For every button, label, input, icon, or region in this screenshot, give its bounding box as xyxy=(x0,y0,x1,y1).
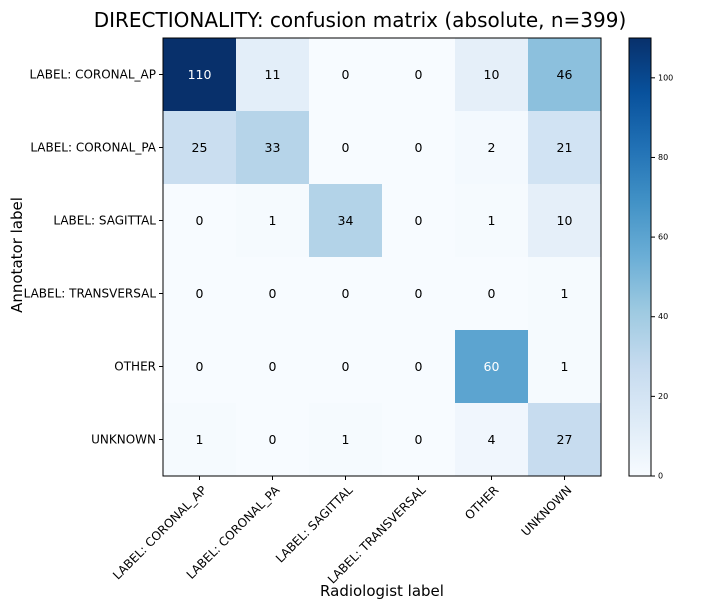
cell-value-label: 0 xyxy=(196,286,204,301)
colorbar-tick-label: 40 xyxy=(658,312,668,321)
y-tick-label: LABEL: CORONAL_PA xyxy=(30,141,156,155)
cell-value-label: 1 xyxy=(561,286,569,301)
colorbar-tick-label: 60 xyxy=(658,233,668,242)
y-tick-label: OTHER xyxy=(114,360,156,374)
heatmap-cell xyxy=(382,184,456,258)
heatmap-cell xyxy=(309,38,383,112)
cell-value-label: 25 xyxy=(192,140,208,155)
cell-value-label: 0 xyxy=(415,286,423,301)
cell-value-label: 0 xyxy=(269,286,277,301)
cell-value-label: 0 xyxy=(342,359,350,374)
y-tick-label: UNKNOWN xyxy=(91,433,156,447)
cell-value-label: 0 xyxy=(415,213,423,228)
heatmap-cell xyxy=(455,38,529,112)
heatmap-cell xyxy=(455,184,529,258)
heatmap-cell xyxy=(236,111,310,185)
heatmap-cell xyxy=(236,330,310,404)
heatmap-cell xyxy=(163,330,237,404)
cell-value-label: 27 xyxy=(557,432,573,447)
cell-value-label: 0 xyxy=(342,140,350,155)
cell-value-label: 33 xyxy=(265,140,281,155)
heatmap-cell xyxy=(309,184,383,258)
cell-value-label: 0 xyxy=(269,432,277,447)
heatmap-cell xyxy=(236,38,310,112)
cell-value-label: 0 xyxy=(196,213,204,228)
cell-value-label: 0 xyxy=(415,359,423,374)
cell-value-label: 1 xyxy=(342,432,350,447)
cell-value-label: 0 xyxy=(342,286,350,301)
heatmap-cell xyxy=(455,257,529,331)
cell-value-label: 10 xyxy=(557,213,573,228)
colorbar-scale xyxy=(628,37,652,477)
cell-value-label: 21 xyxy=(557,140,573,155)
cell-value-label: 1 xyxy=(196,432,204,447)
y-tick-label: LABEL: CORONAL_AP xyxy=(30,68,156,82)
colorbar: 0 20 40 60 80 100 xyxy=(628,37,673,481)
cell-value-label: 1 xyxy=(488,213,496,228)
heatmap-cell xyxy=(309,111,383,185)
heatmap-cell xyxy=(163,38,237,112)
colorbar-tick-label: 20 xyxy=(658,392,668,401)
y-tick-label: LABEL: TRANSVERSAL xyxy=(24,287,157,301)
plot-frame xyxy=(162,37,602,477)
colorbar-tick-label: 100 xyxy=(658,73,673,82)
cell-value-label: 1 xyxy=(561,359,569,374)
heatmap-cell xyxy=(382,330,456,404)
y-axis-label: Annotator label xyxy=(8,197,26,313)
heatmap-cell xyxy=(528,38,602,112)
cell-value-label: 34 xyxy=(338,213,354,228)
y-tick-label: LABEL: SAGITTAL xyxy=(53,214,156,228)
heatmap-cell xyxy=(163,257,237,331)
heatmap-cell xyxy=(455,403,529,477)
colorbar-tick-label: 0 xyxy=(658,472,663,481)
colorbar-tick-label: 80 xyxy=(658,153,668,162)
cell-value-label: 0 xyxy=(415,140,423,155)
cell-value-label: 0 xyxy=(415,67,423,82)
heatmap-cell xyxy=(455,111,529,185)
cell-value-label: 0 xyxy=(488,286,496,301)
heatmap-cell xyxy=(163,111,237,185)
heatmap-cell xyxy=(309,257,383,331)
heatmap-cell xyxy=(382,403,456,477)
heatmap-cell xyxy=(309,330,383,404)
heatmap-cell xyxy=(382,38,456,112)
cell-value-label: 0 xyxy=(196,359,204,374)
heatmap-cell xyxy=(455,330,529,404)
cell-value-label: 0 xyxy=(269,359,277,374)
heatmap-cell xyxy=(528,330,602,404)
x-tick-label: LABEL: SAGITTAL xyxy=(273,483,356,566)
cell-value-label: 2 xyxy=(488,140,496,155)
heatmap-cell xyxy=(236,257,310,331)
cell-value-label: 110 xyxy=(188,67,212,82)
heatmap-cell xyxy=(528,111,602,185)
cell-value-label: 0 xyxy=(415,432,423,447)
heatmap-cell xyxy=(236,403,310,477)
heatmap-cell xyxy=(309,403,383,477)
heatmap-cell xyxy=(163,403,237,477)
heatmap-cell xyxy=(236,184,310,258)
heatmap-cell xyxy=(382,257,456,331)
heatmap-cell xyxy=(528,257,602,331)
cell-value-label: 11 xyxy=(265,67,281,82)
x-tick-label: UNKNOWN xyxy=(519,483,575,539)
heatmap-cell xyxy=(163,184,237,258)
heatmap-cell xyxy=(528,184,602,258)
x-axis-label: Radiologist label xyxy=(320,582,444,600)
cell-value-label: 10 xyxy=(484,67,500,82)
cell-value-label: 4 xyxy=(488,432,496,447)
x-tick-label: OTHER xyxy=(462,483,501,522)
cell-value-label: 60 xyxy=(484,359,500,374)
cell-value-label: 1 xyxy=(269,213,277,228)
chart-title: DIRECTIONALITY: confusion matrix (absolu… xyxy=(94,8,627,32)
heatmap-cell xyxy=(382,111,456,185)
heatmap-cells xyxy=(163,38,602,477)
cell-value-label: 0 xyxy=(342,67,350,82)
cell-value-label: 46 xyxy=(557,67,573,82)
heatmap-cell xyxy=(528,403,602,477)
y-axis-ticks: LABEL: CORONAL_AP LABEL: CORONAL_PA LABEL:… xyxy=(24,68,163,447)
